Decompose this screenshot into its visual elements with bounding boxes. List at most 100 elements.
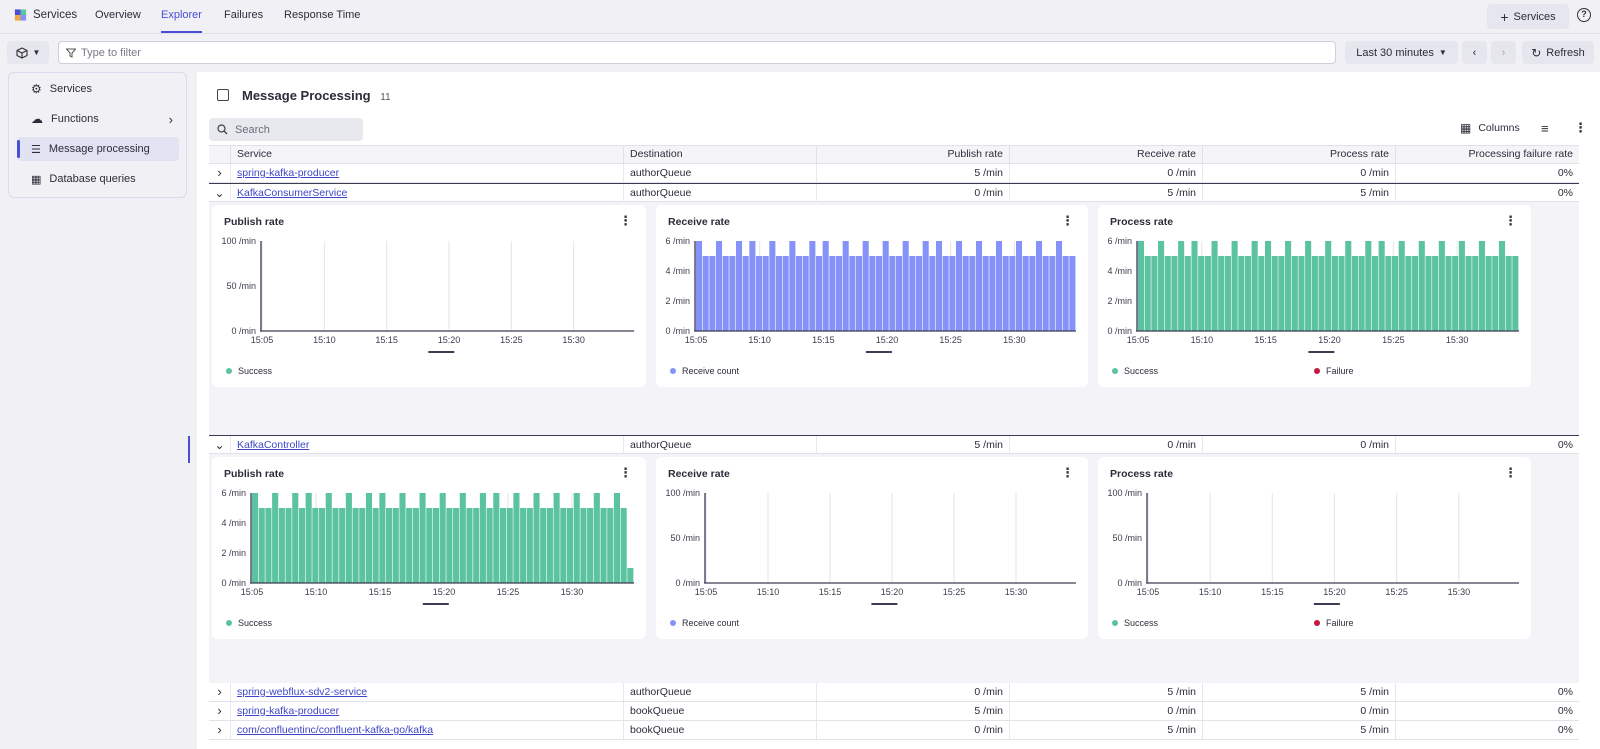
chart-bar[interactable] [756,256,763,331]
chart-bar[interactable] [1458,241,1465,331]
chart-bar[interactable] [996,241,1003,331]
legend-item[interactable]: Success [226,366,272,376]
add-services-button[interactable]: + Services [1487,4,1569,29]
chart-bar[interactable] [546,508,553,583]
entity-selector-button[interactable]: ▼ [7,41,49,64]
chart-bar[interactable] [473,508,480,583]
chart-bar[interactable] [1298,256,1305,331]
chart-bar[interactable] [736,241,743,331]
chart-bar[interactable] [1204,256,1211,331]
chart-bar[interactable] [613,493,620,583]
chart-bar[interactable] [742,256,749,331]
chart-bar[interactable] [533,493,540,583]
table-row[interactable]: › com/confluentinc/confluent-kafka-go/kaf… [209,721,1579,740]
service-link[interactable]: KafkaController [237,439,310,451]
chart-bar[interactable] [802,256,809,331]
chart-bar[interactable] [627,568,634,583]
sidebar-item-functions[interactable]: ☁ Functions › [17,107,179,131]
chart-bar[interactable] [982,256,989,331]
chart-bar[interactable] [1049,256,1056,331]
chart-bar[interactable] [520,508,527,583]
chart-menu-icon[interactable]: ⋮ [1061,465,1074,480]
chart-bar[interactable] [305,493,312,583]
table-row[interactable]: › spring-kafka-producer bookQueue 5 /min 0 /… [209,702,1579,721]
table-row[interactable]: ⌄ KafkaConsumerService authorQueue 0 /min 5 … [209,183,1579,202]
chart-bar[interactable] [540,508,547,583]
chart-bar[interactable] [506,508,513,583]
chart-bar[interactable] [1144,256,1151,331]
chart-bar[interactable] [285,508,292,583]
chart-bar[interactable] [1271,256,1278,331]
chart-bar[interactable] [292,493,299,583]
legend-item[interactable]: Success [1112,618,1158,628]
chart-bar[interactable] [836,256,843,331]
chart-bar[interactable] [1338,256,1345,331]
chart-bar[interactable] [352,508,359,583]
chart-bar[interactable] [1325,241,1332,331]
chart-bar[interactable] [466,508,473,583]
chart-bar[interactable] [1398,241,1405,331]
sidebar-toggle-icon[interactable] [217,89,229,101]
chart-bar[interactable] [822,241,829,331]
expand-toggle[interactable]: ⌄ [209,184,231,202]
chart-bar[interactable] [1224,256,1231,331]
chart-bar[interactable] [479,493,486,583]
column-header-destination[interactable]: Destination [624,146,817,163]
legend-item[interactable]: Failure [1314,366,1354,376]
app-brand[interactable]: Services [14,8,77,22]
table-row[interactable]: › spring-webflux-sdv2-service authorQueue 0… [209,683,1579,702]
timeframe-selector[interactable]: Last 30 minutes ▼ [1345,41,1458,64]
chart-bar[interactable] [722,256,729,331]
chart-bar[interactable] [809,241,816,331]
service-link[interactable]: spring-webflux-sdv2-service [237,686,368,698]
chevron-right-icon[interactable]: › [217,684,222,699]
service-link[interactable]: spring-kafka-producer [237,167,340,179]
column-header-publish-rate[interactable]: Publish rate [817,146,1010,163]
chart-bar[interactable] [1305,241,1312,331]
chart-bar[interactable] [345,493,352,583]
expand-toggle[interactable]: › [209,721,231,739]
chart-bar[interactable] [876,256,883,331]
filter-input[interactable]: Type to filter [58,41,1336,64]
chart-bar[interactable] [882,241,889,331]
chart-bar[interactable] [729,256,736,331]
tab-failures[interactable]: Failures [224,9,264,21]
columns-button[interactable]: ▦ Columns [1460,121,1520,135]
chart-bar[interactable] [1029,256,1036,331]
chart-bar[interactable] [312,508,319,583]
chart-bar[interactable] [842,241,849,331]
chart-bar[interactable] [829,256,836,331]
tab-explorer[interactable]: Explorer [161,0,202,33]
chart-bar[interactable] [1002,256,1009,331]
chart-bar[interactable] [1365,241,1372,331]
expand-toggle[interactable]: ⌄ [209,436,231,454]
chart-bar[interactable] [379,493,386,583]
chevron-down-icon[interactable]: ⌄ [214,438,225,452]
chart-bar[interactable] [573,493,580,583]
chart-bar[interactable] [1036,241,1043,331]
chart-bar[interactable] [359,508,366,583]
chart-menu-icon[interactable]: ⋮ [619,465,632,480]
chart-bar[interactable] [459,493,466,583]
chevron-right-icon[interactable]: › [217,722,222,737]
service-link[interactable]: spring-kafka-producer [237,705,340,717]
chart-bar[interactable] [1238,256,1245,331]
expand-toggle[interactable]: › [209,683,231,701]
chart-bar[interactable] [453,508,460,583]
chart-bar[interactable] [1218,256,1225,331]
chart-bar[interactable] [419,493,426,583]
chart-bar[interactable] [1278,256,1285,331]
chart-bar[interactable] [1311,256,1318,331]
chart-bar[interactable] [526,508,533,583]
chart-bar[interactable] [1198,256,1205,331]
chart-bar[interactable] [796,256,803,331]
chart-bar[interactable] [962,256,969,331]
chart-bar[interactable] [1498,241,1506,331]
chart-bar[interactable] [1485,256,1492,331]
chevron-down-icon[interactable]: ⌄ [214,186,225,200]
sidebar-item-database-queries[interactable]: ▦ Database queries [17,167,179,191]
chart-bar[interactable] [869,256,876,331]
search-input[interactable]: Search [209,118,363,141]
sidebar-item-message-processing[interactable]: ☰ Message processing [17,137,179,161]
tab-response-time[interactable]: Response Time [284,9,361,21]
